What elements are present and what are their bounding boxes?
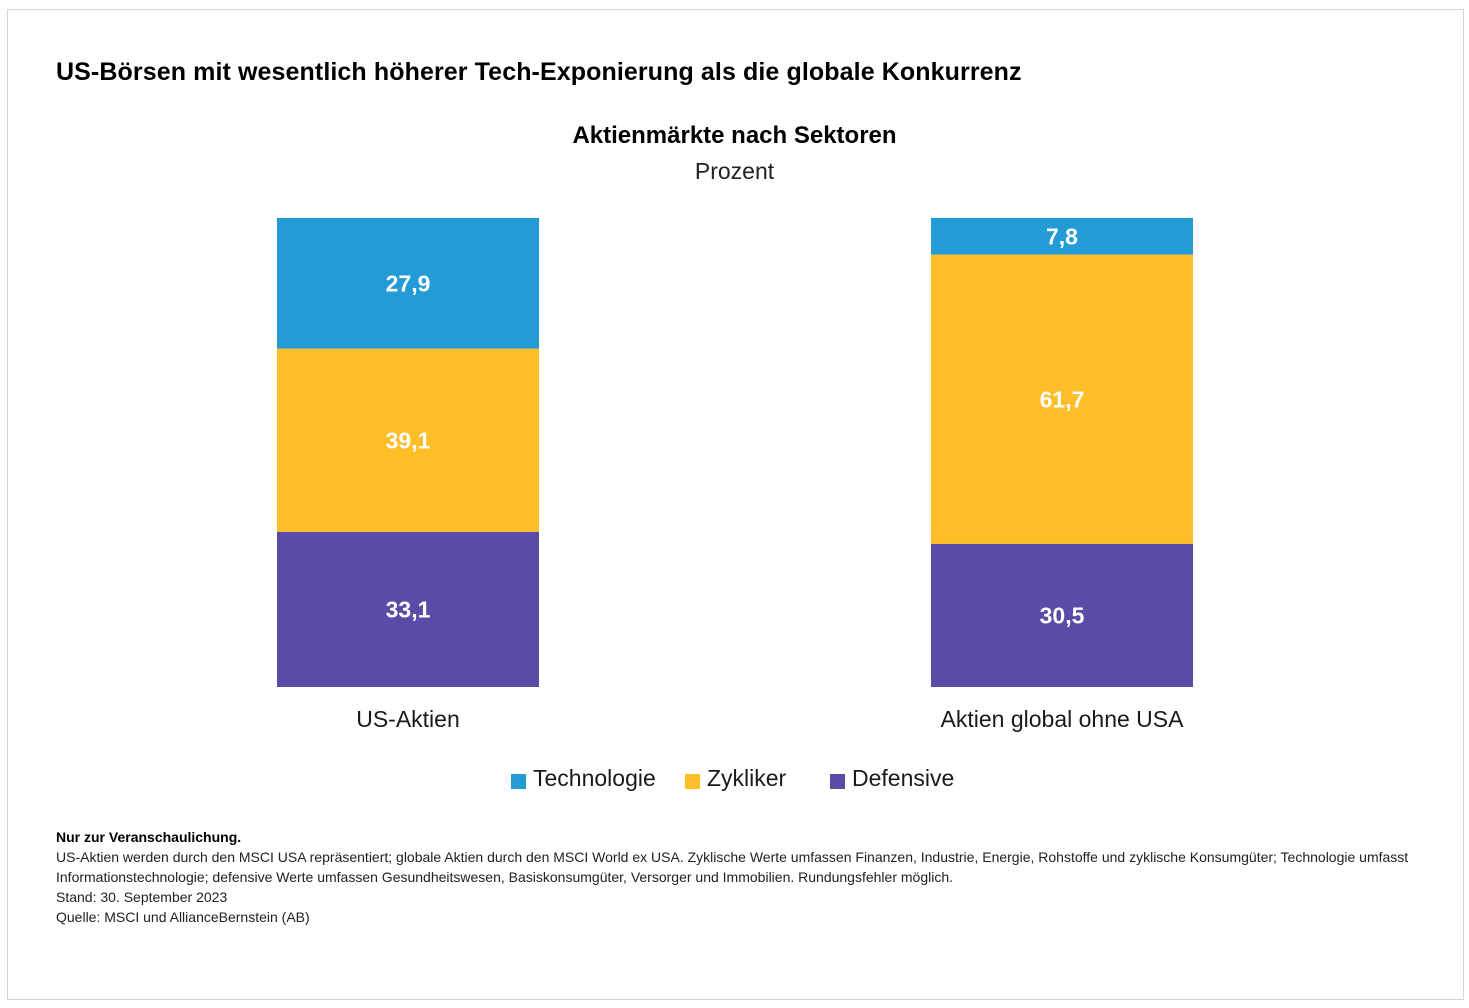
legend-swatch-technologie [511, 774, 526, 789]
bar-segment-zykliker-us-aktien [277, 348, 539, 532]
data-label-technologie-aktien-global-ohne-usa: 7,8 [1046, 223, 1078, 249]
footnote-lead: Nur zur Veranschaulichung. [56, 829, 242, 845]
category-label-us: US-Aktien [356, 706, 460, 732]
data-label-technologie-us-aktien: 27,9 [386, 270, 431, 296]
chart-title: Aktienmärkte nach Sektoren [572, 122, 897, 149]
bar-segment-technologie-us-aktien [277, 218, 539, 349]
bar-segment-defensive-us-aktien [277, 531, 539, 687]
bar-segment-zykliker-aktien-global-ohne-usa [931, 254, 1193, 544]
legend-label-defensive: Defensive [852, 765, 955, 791]
category-label-global-ex-us: Aktien global ohne USA [940, 706, 1184, 732]
legend-swatch-zykliker [685, 774, 700, 789]
chart-frame [7, 9, 1464, 1000]
bar-segment-defensive-aktien-global-ohne-usa [931, 543, 1193, 687]
data-label-zykliker-aktien-global-ohne-usa: 61,7 [1040, 386, 1085, 412]
headline: US-Börsen mit wesentlich höherer Tech-Ex… [56, 58, 1022, 86]
footnote-source: Quelle: MSCI und AllianceBernstein (AB) [56, 909, 310, 925]
footnote-line-2: Informationstechnologie; defensive Werte… [56, 869, 954, 885]
footnotes: Nur zur Veranschaulichung. US-Aktien wer… [56, 827, 1436, 927]
chart-subtitle: Prozent [694, 158, 775, 184]
legend-swatch-defensive [830, 774, 845, 789]
data-label-zykliker-us-aktien: 39,1 [386, 427, 431, 453]
data-label-defensive-aktien-global-ohne-usa: 30,5 [1040, 602, 1085, 628]
bar-segment-technologie-aktien-global-ohne-usa [931, 218, 1193, 255]
data-label-defensive-us-aktien: 33,1 [386, 596, 431, 622]
legend: Technologie Zykliker Defensive [0, 765, 1469, 795]
footnote-stand: Stand: 30. September 2023 [56, 889, 228, 905]
legend-label-zykliker: Zykliker [707, 765, 787, 791]
footnote-line-1: US-Aktien werden durch den MSCI USA repr… [56, 849, 1409, 865]
legend-label-technologie: Technologie [533, 765, 656, 791]
